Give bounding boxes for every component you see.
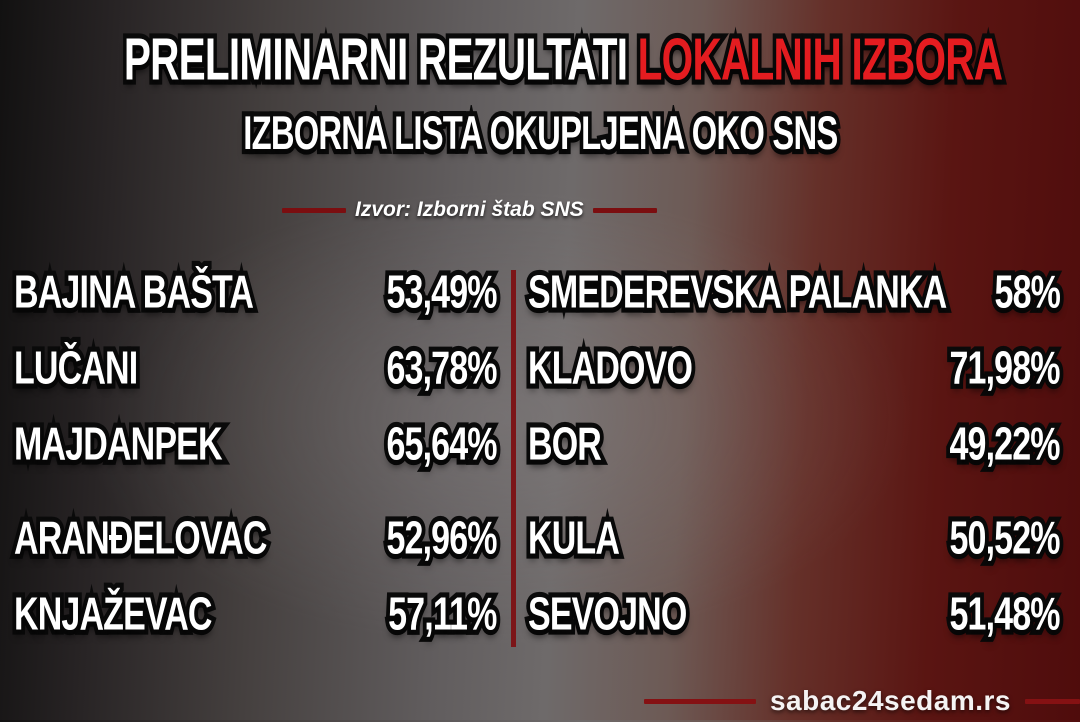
municipality-name: SMEDEREVSKA PALANKA SMEDEREVSKA PALANKA — [524, 262, 951, 323]
results-table: BAJINA BAŠTA BAJINA BAŠTA 53,49% 53,49% … — [0, 256, 1080, 668]
page-subtitle-outline: IZBORNA LISTA OKUPLJENA OKO SNS — [239, 101, 841, 164]
result-percent: 52,96% 52,96% — [383, 508, 502, 569]
result-row: SEVOJNO SEVOJNO 51,48% 51,48% — [514, 584, 1080, 645]
result-percent: 71,98% 71,98% — [946, 338, 1065, 399]
page-subtitle-fill: IZBORNA LISTA OKUPLJENA OKO SNS — [242, 106, 838, 160]
source-attribution: Izvor: Izborni štab SNS — [282, 196, 657, 224]
municipality-name: KNJAŽEVAC KNJAŽEVAC — [10, 584, 216, 645]
footer-site-name: sabac24sedam.rs — [769, 685, 1011, 716]
results-column-right: SMEDEREVSKA PALANKA SMEDEREVSKA PALANKA … — [514, 256, 1080, 668]
municipality-name: ARANĐELOVAC ARANĐELOVAC — [10, 508, 271, 569]
title-red-part: LOKALNIH IZBORA — [637, 26, 1003, 94]
result-row: ARANĐELOVAC ARANĐELOVAC 52,96% 52,96% — [0, 508, 509, 569]
result-row: BAJINA BAŠTA BAJINA BAŠTA 53,49% 53,49% — [0, 262, 509, 323]
municipality-name: SEVOJNO SEVOJNO — [524, 584, 691, 645]
result-percent: 63,78% 63,78% — [383, 338, 502, 399]
footer: sabac24sedam.rs — [0, 680, 1080, 722]
result-percent: 49,22% 49,22% — [946, 414, 1065, 475]
page-title-outline: PRELIMINARNI REZULTATI LOKALNIH IZBORA — [120, 21, 1006, 98]
page-title-text: PRELIMINARNI REZULTATI LOKALNIH IZBORA P… — [120, 21, 1006, 98]
result-row: KLADOVO KLADOVO 71,98% 71,98% — [514, 338, 1080, 399]
footer-line-right — [1025, 698, 1080, 704]
column-divider — [511, 270, 516, 647]
result-percent: 57,11% 57,11% — [384, 584, 501, 645]
result-percent: 53,49% 53,49% — [383, 262, 502, 323]
source-line-right — [592, 207, 657, 213]
municipality-name: MAJDANPEK MAJDANPEK — [10, 414, 226, 475]
page-title-fill: PRELIMINARNI REZULTATI LOKALNIH IZBORA — [123, 26, 1003, 94]
result-row: SMEDEREVSKA PALANKA SMEDEREVSKA PALANKA … — [514, 262, 1080, 323]
result-percent: 65,64% 65,64% — [383, 414, 502, 475]
source-label: Izvor: Izborni štab SNS — [355, 198, 584, 221]
municipality-name: BOR BOR — [524, 414, 605, 475]
result-percent: 58% 58% — [991, 262, 1065, 323]
result-row: KNJAŽEVAC KNJAŽEVAC 57,11% 57,11% — [0, 584, 509, 645]
page-subtitle: IZBORNA LISTA OKUPLJENA OKO SNS IZBORNA … — [0, 101, 1080, 164]
municipality-name: KLADOVO KLADOVO — [524, 338, 697, 399]
municipality-name: BAJINA BAŠTA BAJINA BAŠTA — [10, 262, 258, 323]
results-column-left: BAJINA BAŠTA BAJINA BAŠTA 53,49% 53,49% … — [0, 256, 509, 668]
result-row: LUČANI LUČANI 63,78% 63,78% — [0, 338, 509, 399]
result-percent: 51,48% 51,48% — [946, 584, 1065, 645]
footer-line-left — [643, 698, 756, 704]
result-row: MAJDANPEK MAJDANPEK 65,64% 65,64% — [0, 414, 509, 475]
result-percent: 50,52% 50,52% — [946, 508, 1065, 569]
municipality-name: LUČANI LUČANI — [10, 338, 142, 399]
page-title: PRELIMINARNI REZULTATI LOKALNIH IZBORA P… — [0, 21, 1080, 98]
page-subtitle-text: IZBORNA LISTA OKUPLJENA OKO SNS IZBORNA … — [239, 101, 841, 164]
result-row: KULA KULA 50,52% 50,52% — [514, 508, 1080, 569]
title-white-part: PRELIMINARNI REZULTATI — [123, 26, 628, 94]
result-row: BOR BOR 49,22% 49,22% — [514, 414, 1080, 475]
municipality-name: KULA KULA — [524, 508, 624, 569]
source-line-left — [282, 207, 346, 213]
